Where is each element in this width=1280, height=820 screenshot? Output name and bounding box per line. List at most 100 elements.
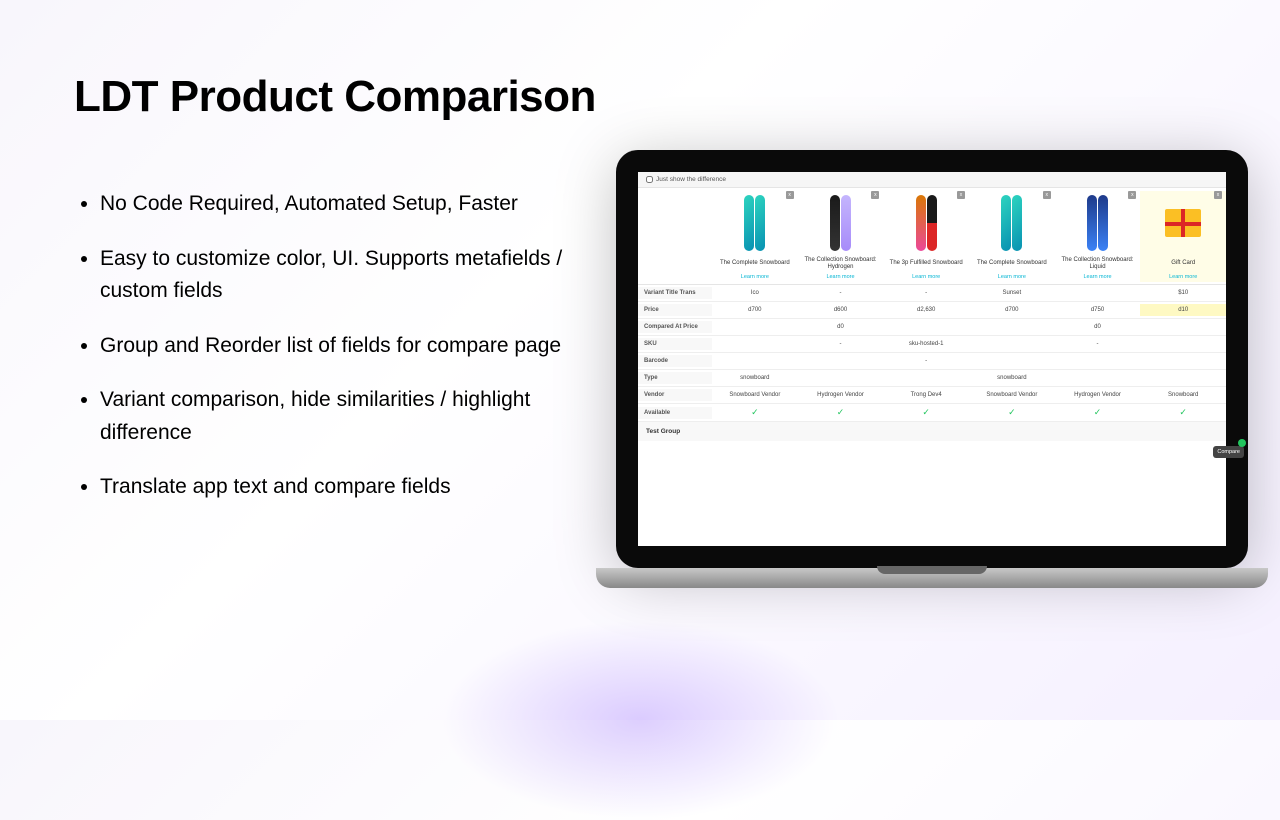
row-cell [712,341,798,347]
product-card: x The Collection Snowboard: Liquid Learn… [1055,191,1141,282]
row-cell: - [798,338,884,350]
row-cell: - [883,287,969,299]
product-name: The 3p Fulfilled Snowboard [886,256,966,272]
row-cell [712,324,798,330]
product-name: The Collection Snowboard: Liquid [1058,256,1138,272]
close-icon[interactable]: x [1043,191,1051,199]
row-cell: d10 [1140,304,1226,316]
row-cell: d700 [712,304,798,316]
show-difference-toggle[interactable]: Just show the difference [646,176,1218,183]
row-cell: snowboard [969,372,1055,384]
row-cell: ✓ [1055,404,1141,421]
table-row: Available ✓ ✓ ✓ ✓ ✓ ✓ [638,404,1226,422]
row-cell [1140,375,1226,381]
row-cell [969,358,1055,364]
app-screen: Just show the difference x The Complete … [638,172,1226,546]
row-cell: d0 [1055,321,1141,333]
row-label: Compared At Price [638,321,712,333]
learn-more-link[interactable]: Learn more [886,274,966,280]
row-cell [1055,375,1141,381]
row-cell [1140,341,1226,347]
row-cell: snowboard [712,372,798,384]
check-icon: ✓ [1179,407,1187,417]
gift-icon [1165,209,1201,237]
row-cell [798,375,884,381]
row-cell [883,375,969,381]
row-cell: d2,630 [883,304,969,316]
check-icon: ✓ [1094,407,1102,417]
row-cell: d0 [798,321,884,333]
row-cell: d600 [798,304,884,316]
row-label: Vendor [638,389,712,401]
show-difference-label: Just show the difference [656,176,726,183]
laptop-mockup: Just show the difference x The Complete … [596,150,1268,610]
learn-more-link[interactable]: Learn more [1058,274,1138,280]
row-label: Variant Title Trans [638,287,712,299]
learn-more-link[interactable]: Learn more [715,274,795,280]
row-cell [969,341,1055,347]
close-icon[interactable]: x [871,191,879,199]
product-card: x The Collection Snowboard: Hydrogen Lea… [798,191,884,282]
row-cell [1140,324,1226,330]
row-label: Available [638,407,712,419]
check-icon: ✓ [922,407,930,417]
row-cell: Sunset [969,287,1055,299]
table-row: Typesnowboardsnowboard [638,370,1226,387]
learn-more-link[interactable]: Learn more [1143,274,1223,280]
comparison-table: Variant Title TransIco--Sunset$10Priced7… [638,284,1226,422]
row-cell: Hydrogen Vendor [1055,389,1141,401]
row-cell [883,324,969,330]
row-cell: Trong Dev4 [883,389,969,401]
row-cell: d750 [1055,304,1141,316]
row-cell: ✓ [1140,404,1226,421]
table-row: Compared At Price d0 d0 [638,319,1226,336]
row-cell: ✓ [969,404,1055,421]
product-name: The Collection Snowboard: Hydrogen [801,256,881,272]
check-icon: ✓ [1008,407,1016,417]
row-cell: Hydrogen Vendor [798,389,884,401]
row-label: Price [638,304,712,316]
products-row: x The Complete Snowboard Learn more x Th… [638,188,1226,284]
row-cell: Snowboard [1140,389,1226,401]
row-cell: ✓ [883,404,969,421]
feature-list: No Code Required, Automated Setup, Faste… [74,188,584,526]
row-cell: $10 [1140,287,1226,299]
row-label: Barcode [638,355,712,367]
row-cell: Snowboard Vendor [712,389,798,401]
product-name: The Complete Snowboard [972,256,1052,272]
close-icon[interactable]: x [1214,191,1222,199]
row-label: SKU [638,338,712,350]
compare-button[interactable]: Compare [1213,446,1226,458]
product-card: x Gift Card Learn more [1140,191,1226,282]
row-cell: - [883,355,969,367]
product-name: The Complete Snowboard [715,256,795,272]
table-row: Barcode - [638,353,1226,370]
row-cell [1055,290,1141,296]
product-card: x The Complete Snowboard Learn more [969,191,1055,282]
learn-more-link[interactable]: Learn more [972,274,1052,280]
row-cell [969,324,1055,330]
product-card: x The Complete Snowboard Learn more [712,191,798,282]
row-cell: Snowboard Vendor [969,389,1055,401]
close-icon[interactable]: x [1128,191,1136,199]
check-icon: ✓ [837,407,845,417]
row-label: Type [638,372,712,384]
feature-item: Group and Reorder list of fields for com… [100,330,584,363]
table-row: SKU-sku-hosted-1- [638,336,1226,353]
check-icon: ✓ [751,407,759,417]
close-icon[interactable]: x [957,191,965,199]
learn-more-link[interactable]: Learn more [801,274,881,280]
row-cell [712,358,798,364]
row-cell: sku-hosted-1 [883,338,969,350]
product-name: Gift Card [1143,256,1223,272]
table-row: Variant Title TransIco--Sunset$10 [638,285,1226,302]
row-cell [1140,358,1226,364]
table-row: VendorSnowboard VendorHydrogen VendorTro… [638,387,1226,404]
row-cell [798,358,884,364]
table-row: Priced700d600d2,630d700d750d10 [638,302,1226,319]
close-icon[interactable]: x [786,191,794,199]
row-cell: ✓ [712,404,798,421]
feature-item: Translate app text and compare fields [100,471,584,504]
row-cell: - [1055,338,1141,350]
show-difference-checkbox[interactable] [646,176,653,183]
